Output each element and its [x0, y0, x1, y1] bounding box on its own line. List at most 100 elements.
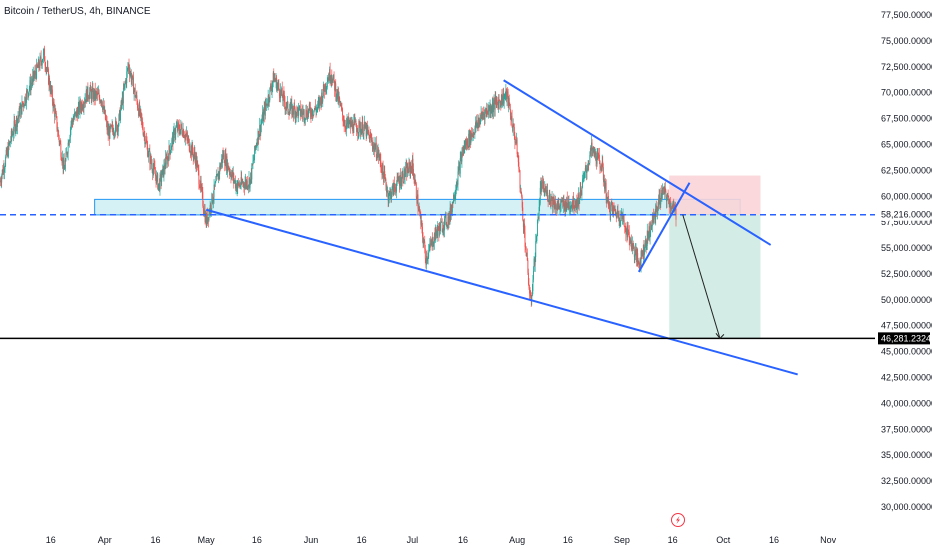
candle-body: [73, 113, 75, 119]
candle-body: [569, 208, 570, 210]
target-price-label-bg: [878, 332, 930, 345]
candle-body: [231, 171, 233, 175]
candle-body: [132, 75, 134, 78]
candle-body: [607, 195, 609, 206]
candle-body: [78, 102, 80, 113]
candle-body: [667, 192, 669, 198]
candle-body: [95, 91, 97, 99]
candle-body: [85, 99, 87, 103]
candle-body: [542, 181, 543, 183]
candle-body: [529, 288, 530, 294]
stop-loss-zone[interactable]: [669, 175, 761, 215]
candle-body: [427, 256, 429, 259]
candle-body: [573, 208, 575, 210]
candle-body: [130, 72, 132, 82]
candle-body: [656, 209, 658, 213]
candle-body: [213, 197, 214, 202]
candle-body: [617, 210, 619, 218]
candle-body: [423, 241, 425, 243]
y-tick-label: 75,000.000000: [881, 36, 932, 46]
candle-body: [189, 152, 191, 154]
candle-body: [572, 196, 574, 208]
candle-body: [244, 183, 246, 189]
candle-body: [490, 106, 492, 114]
candle-body: [468, 133, 470, 145]
candle-body: [330, 80, 332, 82]
candle-body: [42, 59, 44, 62]
candle-body: [235, 184, 237, 189]
candle-body: [559, 205, 561, 209]
candle-body: [66, 152, 67, 153]
candle-body: [484, 113, 485, 120]
candle-body: [408, 162, 410, 173]
candle-body: [400, 183, 402, 187]
candle-body: [126, 68, 128, 72]
candle-body: [507, 91, 509, 106]
candle-body: [385, 179, 387, 187]
candle-body: [536, 220, 538, 237]
candle-body: [363, 126, 365, 135]
candle-body: [237, 181, 239, 184]
candle-body: [218, 172, 220, 180]
candle-body: [671, 205, 673, 210]
candle-body: [115, 120, 117, 123]
candle-body: [153, 164, 155, 169]
y-tick-label: 45,000.000000: [881, 347, 932, 357]
candle-body: [221, 159, 223, 163]
candle-body: [208, 211, 210, 221]
candle-body: [345, 128, 347, 130]
trendline-flag[interactable]: [637, 182, 691, 273]
candle-body: [534, 256, 536, 266]
trendline-lower[interactable]: [205, 208, 798, 376]
candle-body: [335, 83, 337, 98]
candle-body: [519, 170, 521, 189]
candle-body: [257, 131, 259, 145]
candle-body: [525, 246, 527, 248]
candle-body: [91, 87, 93, 91]
candle-body: [94, 88, 96, 99]
candle-body: [264, 102, 266, 116]
projection-arrow[interactable]: [682, 214, 721, 339]
candle-body: [404, 174, 406, 178]
candle-body: [198, 170, 200, 185]
candle-body: [241, 177, 243, 183]
candle-body: [227, 162, 229, 172]
candle-body: [496, 99, 498, 103]
candle-body: [452, 202, 454, 204]
candle-body: [253, 160, 254, 161]
candle-body: [296, 107, 298, 110]
candle-body: [261, 120, 263, 123]
candle-body: [300, 110, 302, 115]
candle-body: [82, 107, 84, 109]
candle-body: [391, 194, 392, 200]
candle-body: [417, 194, 419, 209]
candle-body: [318, 100, 320, 103]
candle-body: [383, 173, 385, 183]
candle-body: [470, 132, 472, 144]
take-profit-zone[interactable]: [669, 214, 761, 339]
candle-body: [414, 181, 416, 184]
candle-body: [210, 208, 212, 211]
x-tick-label: Apr: [98, 535, 112, 545]
candle-body: [393, 183, 395, 188]
candle-body: [137, 100, 138, 108]
candle-body: [17, 117, 19, 120]
candle-body: [384, 171, 386, 178]
candle-body: [236, 186, 238, 192]
candle-body: [168, 145, 170, 161]
candle-body: [534, 258, 536, 266]
candle-body: [14, 122, 16, 132]
candle-body: [298, 106, 300, 108]
candle-body: [650, 222, 652, 234]
candle-body: [61, 160, 63, 163]
candle-body: [588, 163, 590, 165]
candle-body: [317, 103, 319, 108]
candle-body: [385, 186, 387, 193]
candle-body: [167, 156, 169, 158]
candle-body: [661, 195, 663, 199]
candle-body: [578, 194, 580, 204]
candle-body: [610, 203, 612, 205]
trendline-upper[interactable]: [503, 79, 772, 246]
